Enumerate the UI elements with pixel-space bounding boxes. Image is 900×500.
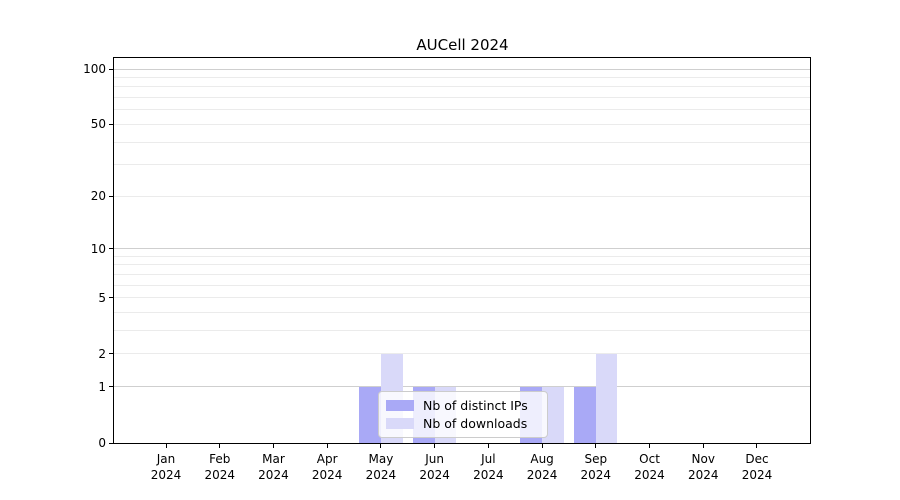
y-tick-label: 0 <box>98 436 106 450</box>
gridline-minor <box>114 141 811 143</box>
x-tick-year: 2024 <box>687 468 719 482</box>
gridline-minor <box>114 264 811 266</box>
gridline-minor <box>114 123 811 125</box>
legend-swatch-downloads-icon <box>386 418 414 429</box>
x-tick-mark <box>380 443 382 448</box>
y-tick-mark <box>109 442 114 444</box>
x-tick-year: 2024 <box>580 468 612 482</box>
x-tick-label: May 2024 <box>353 451 409 483</box>
x-tick-mark <box>541 443 543 448</box>
x-tick-month: Oct <box>639 452 660 466</box>
y-tick-label: 2 <box>98 346 106 361</box>
x-tick-month: Apr <box>316 452 338 466</box>
y-tick-label: 5 <box>98 290 106 305</box>
x-tick-year: 2024 <box>473 468 504 482</box>
x-tick-month: May <box>368 452 394 466</box>
x-tick-label: Mar 2024 <box>245 451 301 483</box>
gridline-minor <box>114 330 811 332</box>
x-tick-year: 2024 <box>204 468 235 482</box>
x-tick-label: Aug 2024 <box>514 451 570 483</box>
y-tick-mark <box>109 297 114 299</box>
x-tick-year: 2024 <box>258 468 289 482</box>
y-tick-label: 10 <box>90 241 106 256</box>
gridline-major <box>114 386 811 388</box>
legend-label-distinct-ips: Nb of distinct IPs <box>423 398 528 413</box>
x-tick-mark <box>595 443 597 448</box>
y-tick-mark <box>109 353 114 355</box>
legend-entry-distinct-ips: Nb of distinct IPs <box>386 398 540 413</box>
x-tick-month: Jun <box>425 452 444 466</box>
x-tick-month: Sep <box>584 452 608 466</box>
x-tick-year: 2024 <box>311 468 343 482</box>
x-tick-month: Aug <box>530 452 554 466</box>
x-tick-month: Mar <box>262 452 285 466</box>
x-tick-month: Jul <box>481 452 496 466</box>
x-tick-mark <box>219 443 221 448</box>
x-tick-month: Nov <box>691 452 715 466</box>
chart-title: AUCell 2024 <box>416 36 509 54</box>
y-tick-mark <box>109 248 114 250</box>
x-tick-month: Feb <box>209 452 231 466</box>
x-tick-year: 2024 <box>634 468 665 482</box>
x-tick-label: Jun 2024 <box>407 451 463 483</box>
x-tick-label: Jan 2024 <box>138 451 194 483</box>
gridline-minor <box>114 353 811 355</box>
x-tick-label: Feb 2024 <box>192 451 248 483</box>
gridline-major <box>114 248 811 250</box>
y-tick-mark <box>109 68 114 70</box>
gridline-minor <box>114 273 811 275</box>
x-tick-year: 2024 <box>150 468 182 482</box>
x-tick-year: 2024 <box>526 468 558 482</box>
gridline-minor <box>114 255 811 257</box>
bar-distinct-ips-may <box>359 386 381 443</box>
x-tick-mark <box>487 443 489 448</box>
x-tick-label: Apr 2024 <box>299 451 355 483</box>
x-tick-year: 2024 <box>365 468 397 482</box>
x-tick-mark <box>434 443 436 448</box>
x-tick-mark <box>702 443 704 448</box>
bar-distinct-ips-sep <box>574 386 596 443</box>
legend-swatch-distinct-ips-icon <box>386 400 414 411</box>
legend-label-downloads: Nb of downloads <box>423 416 528 431</box>
x-tick-month: Jan <box>156 452 176 466</box>
y-tick-mark <box>109 123 114 125</box>
gridline-minor <box>114 86 811 88</box>
y-tick-label: 1 <box>98 379 106 394</box>
gridline-major <box>114 68 811 70</box>
x-tick-year: 2024 <box>419 468 450 482</box>
x-tick-mark <box>756 443 758 448</box>
gridline-minor <box>114 97 811 99</box>
x-tick-year: 2024 <box>741 468 773 482</box>
legend: Nb of distinct IPs Nb of downloads <box>378 391 548 438</box>
gridline-minor <box>114 297 811 299</box>
x-tick-label: Sep 2024 <box>568 451 624 483</box>
x-tick-label: Oct 2024 <box>622 451 678 483</box>
y-tick-mark <box>109 195 114 197</box>
gridline-minor <box>114 284 811 286</box>
legend-entry-downloads: Nb of downloads <box>386 416 540 431</box>
x-tick-mark <box>165 443 167 448</box>
x-tick-mark <box>649 443 651 448</box>
y-tick-label: 20 <box>90 189 106 204</box>
x-tick-label: Dec 2024 <box>729 451 785 483</box>
gridline-minor <box>114 312 811 314</box>
bar-downloads-sep <box>595 353 618 443</box>
y-tick-mark <box>109 386 114 388</box>
gridline-minor <box>114 195 811 197</box>
x-tick-label: Jul 2024 <box>460 451 516 483</box>
x-tick-label: Nov 2024 <box>675 451 731 483</box>
gridline-minor <box>114 164 811 166</box>
x-tick-mark <box>272 443 274 448</box>
gridline-minor <box>114 109 811 111</box>
y-tick-label: 50 <box>90 117 106 132</box>
x-tick-month: Dec <box>745 452 769 466</box>
x-tick-mark <box>326 443 328 448</box>
gridline-minor <box>114 76 811 78</box>
y-tick-label: 100 <box>83 62 106 76</box>
